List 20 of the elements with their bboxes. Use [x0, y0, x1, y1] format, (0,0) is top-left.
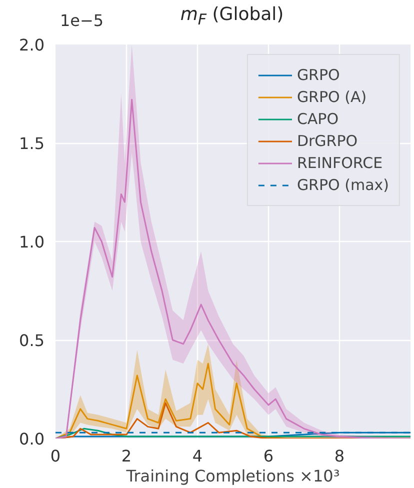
legend-label: GRPO (max) [296, 176, 389, 194]
legend-label: CAPO [296, 110, 339, 128]
x-tick-label: 2 [121, 446, 132, 466]
legend-label: GRPO [296, 66, 340, 84]
y-tick-label: 1.0 [19, 232, 45, 252]
legend-label: REINFORCE [296, 154, 383, 172]
line-series [56, 428, 410, 438]
y-tick-label: 0.0 [19, 430, 45, 448]
x-axis-title: Training Completions ×10³ [125, 466, 340, 486]
legend-label: DrGRPO [296, 132, 358, 150]
y-tick-label: 1.5 [19, 134, 45, 153]
x-tick-label: 8 [334, 446, 345, 466]
y-tick-label: 0.5 [19, 331, 45, 350]
x-tick-label: 6 [263, 446, 274, 466]
x-tick-label: 4 [192, 446, 203, 466]
legend-label: GRPO (A) [296, 88, 367, 106]
y-tick-label: 2.0 [19, 36, 45, 54]
text: 1e−5 [60, 10, 104, 32]
x-tick-label: 0 [50, 446, 61, 466]
chart-title: m$_{F}$ (Global) [180, 4, 284, 29]
